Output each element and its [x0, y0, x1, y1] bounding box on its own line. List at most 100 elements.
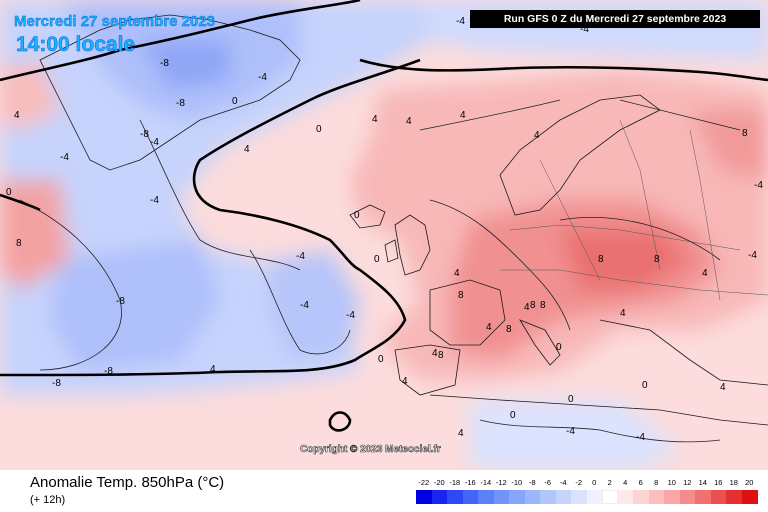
scandinavia-coast: [499, 94, 661, 216]
contour-label: 4: [372, 114, 378, 125]
scale-tick-label: 20: [745, 478, 754, 487]
contour-label: -8: [104, 366, 113, 377]
contour-label: -4: [346, 310, 355, 321]
color-swatch: [633, 490, 649, 504]
contour-label: 0: [316, 124, 322, 135]
contour-label: -8: [52, 378, 61, 389]
contour-label: 8: [742, 128, 748, 139]
forecast-date: Mercredi 27 septembre 2023: [14, 13, 215, 30]
color-swatch: [416, 490, 432, 504]
forecast-time: 14:00 locale: [16, 33, 136, 57]
contour-label: 0: [568, 394, 574, 405]
britain-coast: [394, 214, 431, 276]
iso-f: [559, 217, 721, 261]
iso-a: [19, 199, 122, 371]
scale-tick-label: -12: [495, 478, 507, 487]
color-swatch: [602, 490, 618, 504]
coastlines: [39, 14, 768, 426]
contour-label: -4: [150, 137, 159, 148]
color-scale: -22 -20 -18 -16 -14 -12 -10 -8 -6 -4 -2 0 2 4 6 8 10 12 14…: [416, 478, 758, 508]
color-swatch: [493, 490, 510, 504]
contour-label: -4: [456, 16, 465, 27]
contour-label: -4: [258, 72, 267, 83]
contour-label: -4: [748, 250, 757, 261]
scale-tick-label: 2: [607, 478, 612, 487]
contour-label: -8: [160, 58, 169, 69]
contour-label: -8: [176, 98, 185, 109]
color-swatch: [726, 490, 742, 504]
contour-label: 4: [534, 130, 540, 141]
color-swatch: [679, 490, 696, 504]
contour-label: 0: [354, 210, 360, 221]
contour-label: 8: [16, 238, 22, 249]
color-swatch: [710, 490, 727, 504]
contour-label: -4: [566, 426, 575, 437]
contour-label: -4: [636, 432, 645, 443]
anomaly-map: 4 0 -4 -8 -8 -4 0 -4 -8 -4 -4 -8 -4 -8 -…: [0, 0, 768, 470]
color-swatch: [571, 490, 587, 504]
ireland-coast: [384, 239, 399, 263]
color-swatch: [586, 490, 603, 504]
scale-tick-label: 12: [683, 478, 692, 487]
zero-isotherms: [0, 0, 768, 432]
contour-label: 8: [540, 300, 546, 311]
contour-label: 0: [510, 410, 516, 421]
scale-tick-label: -14: [480, 478, 492, 487]
contour-label: 4: [244, 144, 250, 155]
balkans-coast: [599, 319, 768, 386]
italy-coast: [519, 319, 561, 366]
iberia-coast: [394, 344, 461, 396]
map-canvas: 4 0 -4 -8 -8 -4 0 -4 -8 -4 -4 -8 -4 -8 -…: [0, 0, 768, 470]
contour-label: 4: [620, 308, 626, 319]
color-swatch: [664, 490, 680, 504]
north-africa-coast: [429, 394, 768, 426]
zero-line-northeast: [359, 58, 768, 82]
scale-tick-label: 4: [623, 478, 628, 487]
borders-d: [619, 119, 661, 271]
scale-tick-label: -6: [544, 478, 552, 487]
contour-label: -4: [300, 300, 309, 311]
contour-label: 8: [530, 300, 536, 311]
contour-label: -4: [580, 24, 589, 35]
contour-label: 4: [432, 348, 438, 359]
scale-tick-label: 8: [654, 478, 659, 487]
color-swatch: [431, 490, 448, 504]
contour-label: 8: [598, 254, 604, 265]
scale-tick-label: 16: [714, 478, 723, 487]
contour-label: 0: [642, 380, 648, 391]
zero-line-loop: [328, 411, 352, 432]
contour-label: 8: [506, 324, 512, 335]
legend-subtitle: (+ 12h): [30, 494, 66, 506]
legend-footer: Anomalie Temp. 850hPa (°C) (+ 12h) -22 -2…: [0, 470, 768, 512]
contour-label: 8: [654, 254, 660, 265]
legend-title: Anomalie Temp. 850hPa (°C): [30, 474, 225, 491]
scale-tick-label: 6: [638, 478, 643, 487]
contour-labels: 4 0 -4 -8 -8 -4 0 -4 -8 -4 -4 -8 -4 -8 -…: [6, 16, 763, 443]
isotherm-lines: [19, 99, 741, 443]
zero-line-atlantic: [0, 58, 421, 377]
iso-b: [139, 119, 301, 271]
iso-e: [429, 199, 571, 331]
scale-tick-label: 0: [592, 478, 597, 487]
scale-tick-label: -18: [449, 478, 461, 487]
color-swatch: [447, 490, 463, 504]
contour-label: -8: [140, 129, 149, 140]
run-banner: Run GFS 0 Z du Mercredi 27 septembre 202…: [470, 10, 760, 28]
copyright-notice: Copyright © 2023 Meteociel.fr: [300, 444, 441, 456]
scale-tick-label: -10: [511, 478, 523, 487]
color-swatch: [540, 490, 556, 504]
borders-c: [539, 159, 601, 281]
contour-label: 0: [556, 342, 562, 353]
scale-tick-label: -16: [464, 478, 476, 487]
contour-label: 8: [438, 350, 444, 361]
contour-label: 0: [374, 254, 380, 265]
contour-label: 4: [460, 110, 466, 121]
color-swatch: [741, 490, 758, 504]
contour-label: 4: [486, 322, 492, 333]
contour-label: 0: [378, 354, 384, 365]
scale-tick-label: -22: [418, 478, 430, 487]
contour-label: 4: [524, 302, 530, 313]
contour-label: -8: [116, 296, 125, 307]
contour-label: 4: [454, 268, 460, 279]
